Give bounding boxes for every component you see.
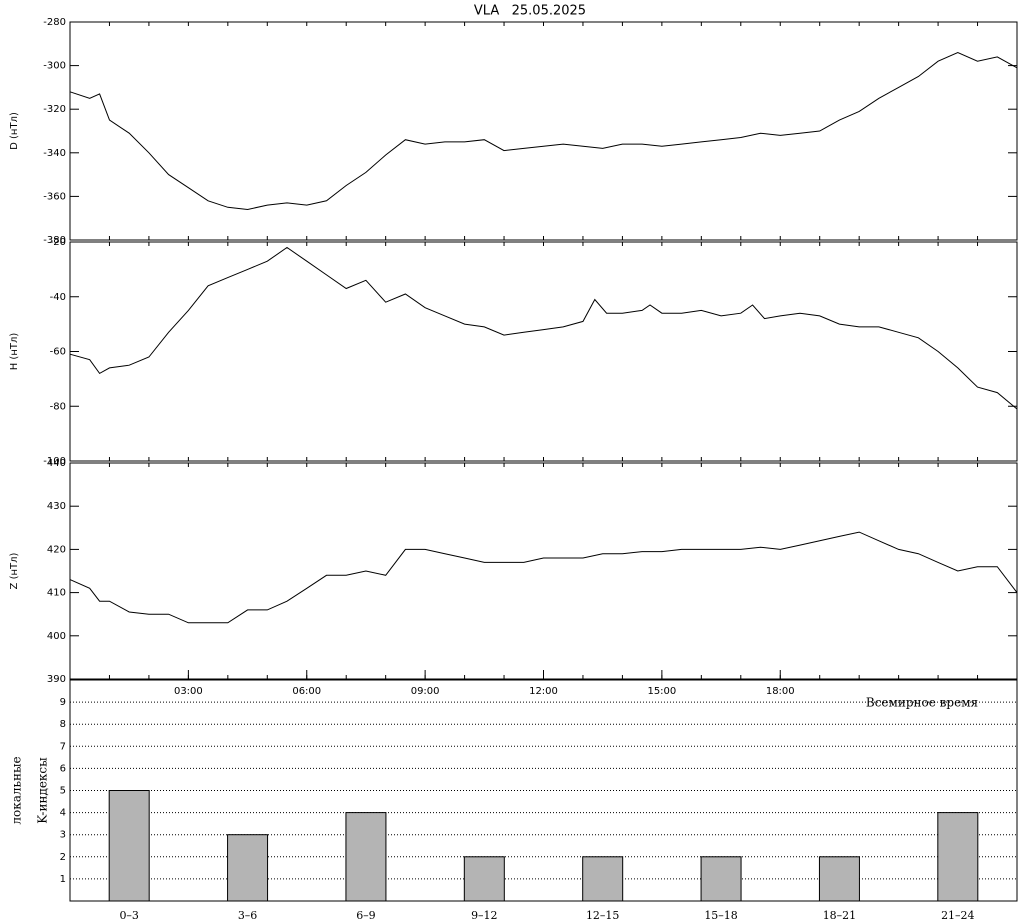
x-tick-label: 0–3 bbox=[119, 909, 139, 921]
y-tick-label: -280 bbox=[43, 17, 66, 28]
data-line bbox=[69, 51, 1018, 211]
y-tick-label: 7 bbox=[60, 741, 66, 752]
x-tick-label: 12:00 bbox=[529, 686, 558, 697]
y-tick-label: -320 bbox=[43, 104, 66, 115]
y-tick-label: -60 bbox=[50, 347, 66, 358]
y-tick-label: 440 bbox=[47, 458, 66, 469]
y-tick-label: 4 bbox=[60, 808, 66, 819]
bar bbox=[582, 856, 624, 902]
y-tick-label: 400 bbox=[47, 631, 66, 642]
bar bbox=[937, 812, 979, 902]
y-tick-label: -340 bbox=[43, 148, 66, 159]
bar bbox=[227, 834, 269, 902]
y-axis-label: K-индексы bbox=[36, 757, 50, 824]
x-tick-label: 18:00 bbox=[766, 686, 795, 697]
y-tick-label: -40 bbox=[50, 292, 66, 303]
y-tick-label: 5 bbox=[60, 786, 66, 797]
y-tick-label: 6 bbox=[60, 763, 66, 774]
bar bbox=[818, 856, 860, 902]
x-tick-label: 12–15 bbox=[586, 909, 620, 921]
x-tick-label: 18–21 bbox=[823, 909, 857, 921]
y-tick-label: -300 bbox=[43, 61, 66, 72]
x-tick-label: 15:00 bbox=[647, 686, 676, 697]
y-tick-label: 390 bbox=[47, 674, 66, 685]
y-tick-label: -360 bbox=[43, 191, 66, 202]
x-tick-label: 03:00 bbox=[174, 686, 203, 697]
y-tick-label: 3 bbox=[60, 830, 66, 841]
y-axis-label: Z (нТл) bbox=[9, 552, 20, 589]
bar bbox=[108, 790, 150, 902]
chart-title: VLA 25.05.2025 bbox=[474, 4, 586, 19]
x-tick-label: 06:00 bbox=[292, 686, 321, 697]
bar bbox=[345, 812, 387, 902]
bar bbox=[463, 856, 505, 902]
y-tick-label: -380 bbox=[43, 235, 66, 246]
x-tick-label: 6–9 bbox=[356, 909, 376, 921]
y-tick-label: 420 bbox=[47, 544, 66, 555]
y-tick-label: -100 bbox=[43, 456, 66, 467]
y-axis-label: D (нТл) bbox=[9, 112, 20, 150]
y-tick-label: 410 bbox=[47, 588, 66, 599]
bar bbox=[700, 856, 742, 902]
plot-frame bbox=[69, 462, 1018, 680]
x-tick-label: 21–24 bbox=[941, 909, 975, 921]
y-tick-label: -80 bbox=[50, 401, 66, 412]
y-axis-label: H (нТл) bbox=[9, 333, 20, 371]
plot-frame bbox=[69, 241, 1018, 462]
y-tick-label: 2 bbox=[60, 852, 66, 863]
y-tick-label: 8 bbox=[60, 719, 66, 730]
y-tick-label: 430 bbox=[47, 501, 66, 512]
x-tick-label: 15–18 bbox=[704, 909, 738, 921]
y-axis-label: локальные bbox=[10, 756, 24, 824]
x-tick-label: 09:00 bbox=[411, 686, 440, 697]
y-tick-label: -20 bbox=[50, 237, 66, 248]
data-line bbox=[69, 246, 1018, 410]
y-tick-label: 1 bbox=[60, 874, 66, 885]
plot-frame bbox=[69, 21, 1018, 241]
x-tick-label: 3–6 bbox=[238, 909, 258, 921]
x-tick-label: 9–12 bbox=[471, 909, 498, 921]
plot-frame bbox=[69, 679, 1018, 902]
y-tick-label: 9 bbox=[60, 697, 66, 708]
data-line bbox=[69, 531, 1018, 624]
